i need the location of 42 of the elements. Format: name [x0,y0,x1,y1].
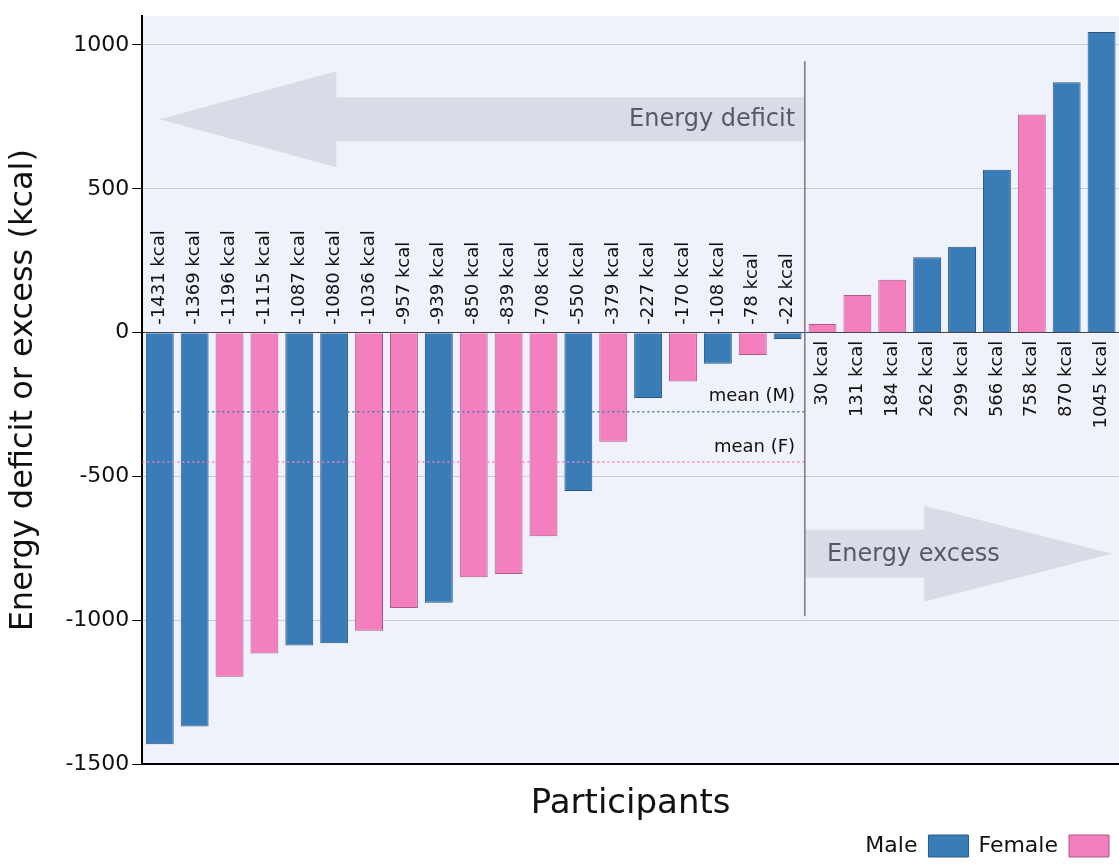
annotation: Energy deficit [629,104,796,133]
ref-line-label: mean (M) [708,384,796,406]
data-label: -939 kcal [426,241,448,325]
data-label: 184 kcal [879,340,901,418]
data-label: -1431 kcal [147,230,169,325]
data-label: -227 kcal [635,241,657,325]
data-label: -1087 kcal [286,230,308,325]
data-label: -1080 kcal [321,230,343,325]
x-axis-title: Participants [530,781,731,822]
legend-label: Male [865,831,918,857]
data-label: 131 kcal [845,340,867,418]
data-label: -839 kcal [496,241,518,325]
y-tick-label: 0 [115,318,130,344]
y-axis-title: Energy deficit or excess (kcal) [1,149,40,632]
data-label: 262 kcal [914,340,936,418]
data-label: -1115 kcal [252,230,274,325]
data-label: -957 kcal [391,241,413,325]
data-label: 870 kcal [1054,340,1076,418]
data-label: -1196 kcal [217,230,239,325]
annotation: Energy excess [827,538,1000,567]
data-label: -170 kcal [670,241,692,325]
data-label: 758 kcal [1019,340,1041,418]
ref-line-label: mean (F) [713,434,796,456]
y-tick-label: 1000 [73,30,130,56]
data-label: 30 kcal [810,340,832,406]
y-tick-label: 500 [87,174,130,200]
data-label: -379 kcal [600,241,622,325]
data-label: -1036 kcal [356,230,378,325]
data-label: 1045 kcal [1089,340,1111,429]
data-label: -550 kcal [566,241,588,325]
data-label: -22 kcal [775,253,797,325]
y-tick-label: -1000 [65,606,130,632]
data-label: -78 kcal [740,253,762,325]
y-tick-label: -500 [79,462,130,488]
data-label: 299 kcal [949,340,971,418]
y-tick-label: -1500 [65,749,130,775]
data-label: -1369 kcal [182,230,204,325]
legend-label: Female [978,831,1058,857]
data-label: -108 kcal [705,241,727,325]
data-label: -850 kcal [461,241,483,325]
data-label: 566 kcal [984,340,1006,418]
data-label: -708 kcal [531,241,553,325]
